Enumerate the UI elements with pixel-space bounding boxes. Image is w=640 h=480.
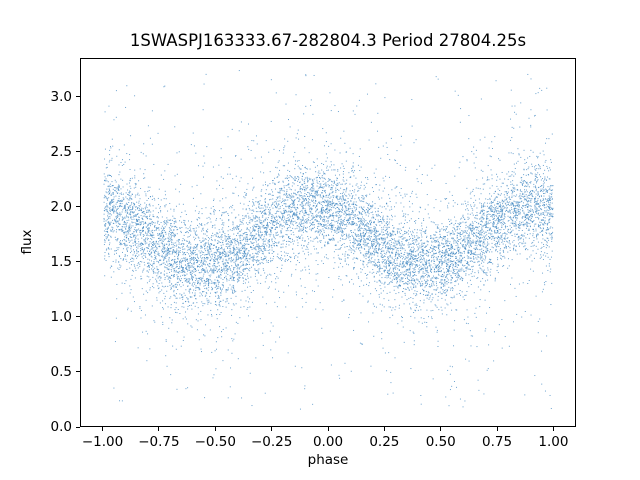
x-tick-label: −0.50 <box>194 434 236 450</box>
x-tick-mark <box>552 427 554 431</box>
y-tick-label: 1.5 <box>50 253 72 270</box>
y-tick-label: 2.5 <box>50 143 72 160</box>
x-tick-mark <box>496 427 498 431</box>
scatter-canvas <box>81 59 575 426</box>
y-tick-label: 0.0 <box>50 419 72 435</box>
x-tick-mark <box>383 427 385 431</box>
plot-area <box>80 58 576 427</box>
x-axis-label: phase <box>307 452 349 468</box>
y-axis-label: flux <box>19 229 35 255</box>
chart-title: 1SWASPJ163333.67-282804.3 Period 27804.2… <box>129 31 527 50</box>
y-tick-label: 0.5 <box>50 363 72 380</box>
x-tick-label: −1.00 <box>81 434 124 450</box>
x-tick-label: −0.75 <box>138 434 180 450</box>
x-tick-label: 0.50 <box>425 434 456 450</box>
y-tick-mark <box>76 206 80 208</box>
y-tick-label: 2.0 <box>50 198 72 215</box>
y-tick-mark <box>76 151 80 153</box>
y-tick-mark <box>76 96 80 98</box>
y-tick-mark <box>76 371 80 373</box>
x-tick-mark <box>440 427 442 431</box>
x-tick-label: −0.25 <box>250 434 293 450</box>
x-tick-label: 1.00 <box>538 434 569 450</box>
y-tick-mark <box>76 426 80 428</box>
y-tick-mark <box>76 316 80 318</box>
y-tick-mark <box>76 261 80 263</box>
x-tick-label: 0.00 <box>312 434 344 450</box>
y-tick-label: 1.0 <box>50 308 72 325</box>
x-tick-mark <box>214 427 216 431</box>
x-tick-mark <box>271 427 273 431</box>
x-tick-mark <box>158 427 160 431</box>
x-tick-label: 0.25 <box>369 434 400 450</box>
x-tick-label: 0.75 <box>482 434 513 450</box>
x-tick-mark <box>102 427 104 431</box>
y-tick-label: 3.0 <box>50 88 72 105</box>
x-tick-mark <box>327 427 329 431</box>
